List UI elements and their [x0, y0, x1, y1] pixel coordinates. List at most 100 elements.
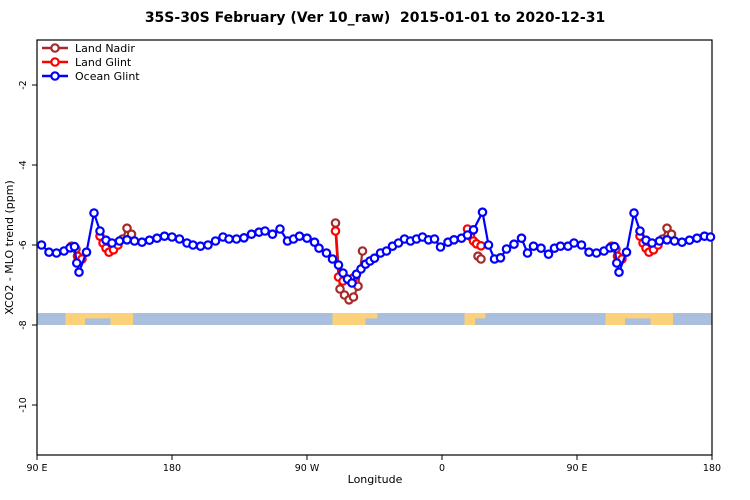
data-point-marker [476, 254, 486, 264]
land-band-segment [65, 313, 85, 325]
land-band-partial-segment [85, 313, 111, 319]
plot-border [36, 39, 713, 456]
legend-item-land-nadir: Land Nadir [42, 42, 135, 55]
data-point-marker [210, 236, 221, 246]
legend-label: Ocean Glint [75, 70, 140, 83]
x-tick-label: 90 E [26, 463, 47, 474]
legend-marker [50, 57, 60, 67]
data-point-marker [44, 247, 54, 258]
data-point-marker [629, 208, 639, 218]
data-point-marker [81, 247, 92, 258]
legend-item-ocean-glint: Ocean Glint [42, 70, 140, 83]
data-point-marker [635, 226, 645, 236]
data-point-marker [543, 249, 554, 260]
data-point-marker [144, 235, 155, 246]
y-tick-label: -2 [18, 80, 29, 89]
data-point-marker [302, 233, 312, 244]
data-point-marker [239, 233, 249, 243]
data-point-marker [369, 253, 380, 264]
data-point-marker [462, 230, 473, 240]
data-point-marker [468, 225, 479, 235]
data-point-marker [195, 241, 206, 252]
x-axis-label: Longitude [347, 473, 403, 486]
data-point-marker [327, 254, 338, 264]
data-point-marker [647, 238, 657, 248]
x-tick-label: 180 [163, 463, 181, 474]
data-point-marker [203, 240, 213, 250]
data-point-marker [477, 207, 488, 218]
data-point-marker [267, 229, 278, 240]
data-point-marker [338, 268, 348, 278]
data-point-marker [167, 232, 177, 242]
data-point-marker [51, 248, 62, 258]
data-point-marker [260, 226, 270, 236]
y-axis-label: XCO2 - MLO trend (ppm) [2, 180, 16, 315]
data-point-marker [476, 241, 486, 251]
data-point-marker [122, 223, 132, 234]
land-band-segment [332, 313, 366, 325]
data-point-marker [114, 236, 125, 246]
x-tick-label: 180 [703, 463, 721, 474]
data-point-marker [576, 240, 587, 250]
data-point-marker [609, 241, 620, 252]
data-point-marker [501, 244, 512, 254]
data-point-marker [74, 267, 84, 278]
y-tick-label: -10 [18, 397, 29, 413]
data-point-marker [309, 237, 320, 248]
data-point-marker [36, 240, 47, 250]
data-point-marker [137, 237, 147, 248]
data-point-marker [107, 238, 117, 248]
data-point-marker [129, 236, 140, 246]
data-point-marker [654, 236, 665, 246]
data-point-marker [333, 260, 344, 270]
x-tick-label: 90 E [566, 463, 587, 474]
data-point-marker [294, 231, 305, 242]
data-point-marker [314, 243, 324, 254]
land-band-segment [650, 313, 673, 325]
legend-label: Land Nadir [75, 42, 135, 55]
data-point-marker [381, 246, 392, 256]
series-ocean-glint [36, 207, 716, 288]
data-point-marker [188, 240, 198, 250]
data-point-marker [569, 238, 579, 248]
data-point-marker [522, 248, 533, 258]
data-point-marker [536, 243, 546, 254]
y-tick-label: -4 [18, 160, 29, 169]
data-point-marker [509, 239, 519, 250]
legend-item-land-glint: Land Glint [42, 56, 132, 69]
data-point-marker [69, 241, 80, 252]
data-point-marker [89, 208, 99, 218]
land-band-segment [110, 313, 133, 325]
data-point-marker [705, 232, 716, 242]
ocean-band [37, 313, 712, 325]
legend-label: Land Glint [75, 56, 132, 69]
data-point-marker [528, 241, 539, 252]
data-point-marker [621, 247, 632, 258]
data-point-marker [348, 292, 359, 302]
land-band-segment [464, 313, 475, 325]
x-tick-label: 90 W [295, 463, 320, 474]
data-point-marker [159, 231, 170, 242]
data-point-marker [122, 235, 132, 245]
data-point-marker [275, 224, 285, 234]
data-point-marker [330, 226, 341, 236]
data-point-marker [174, 234, 185, 244]
data-point-marker [614, 267, 624, 278]
data-point-marker [335, 284, 345, 294]
data-point-marker [152, 233, 162, 244]
data-point-marker [495, 252, 506, 263]
data-point-marker [71, 258, 82, 268]
data-point-marker [684, 235, 695, 246]
data-point-marker [483, 240, 494, 250]
data-point-marker [321, 248, 332, 258]
data-point-marker [677, 237, 687, 248]
data-point-marker [591, 248, 602, 258]
legend-marker [50, 71, 60, 81]
data-point-marker [584, 247, 594, 258]
data-point-marker [246, 229, 257, 240]
y-tick-label: -6 [18, 240, 29, 249]
data-point-marker [347, 278, 357, 288]
land-band-partial-segment [475, 313, 486, 319]
data-point-marker [611, 258, 622, 268]
